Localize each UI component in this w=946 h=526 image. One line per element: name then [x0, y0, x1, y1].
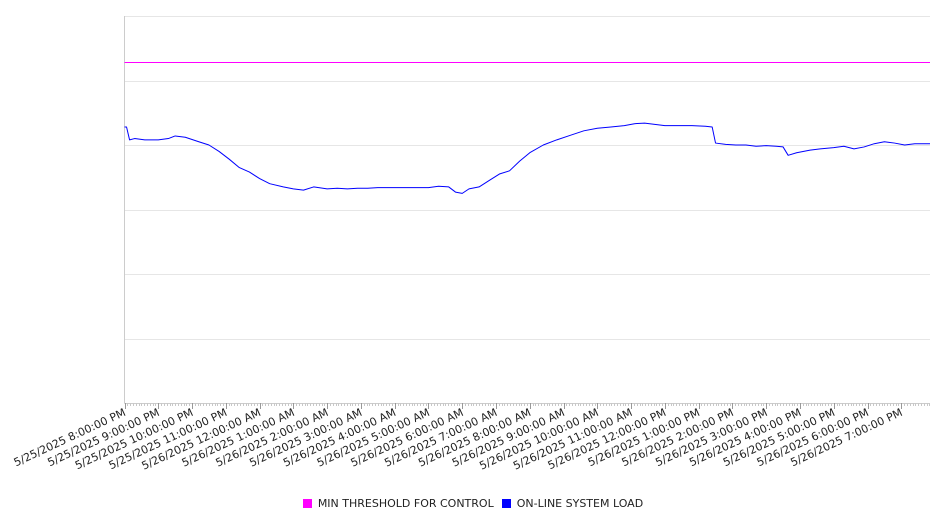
series-line-system-load	[124, 122, 930, 194]
legend-label: MIN THRESHOLD FOR CONTROL	[317, 497, 494, 510]
legend-swatch	[501, 499, 511, 508]
legend-item: ON-LINE SYSTEM LOAD	[501, 497, 644, 510]
legend-swatch	[302, 499, 312, 508]
axis-layer	[124, 16, 930, 409]
legend-label: ON-LINE SYSTEM LOAD	[516, 497, 644, 510]
series-layer	[124, 61, 930, 194]
legend: MIN THRESHOLD FOR CONTROL ON-LINE SYSTEM …	[0, 497, 946, 511]
x-tick-label-layer: 5/25/2025 8:00:00 PM5/25/2025 9:00:00 PM…	[12, 406, 905, 473]
grid-layer	[124, 16, 930, 404]
legend-item: MIN THRESHOLD FOR CONTROL	[302, 497, 494, 510]
